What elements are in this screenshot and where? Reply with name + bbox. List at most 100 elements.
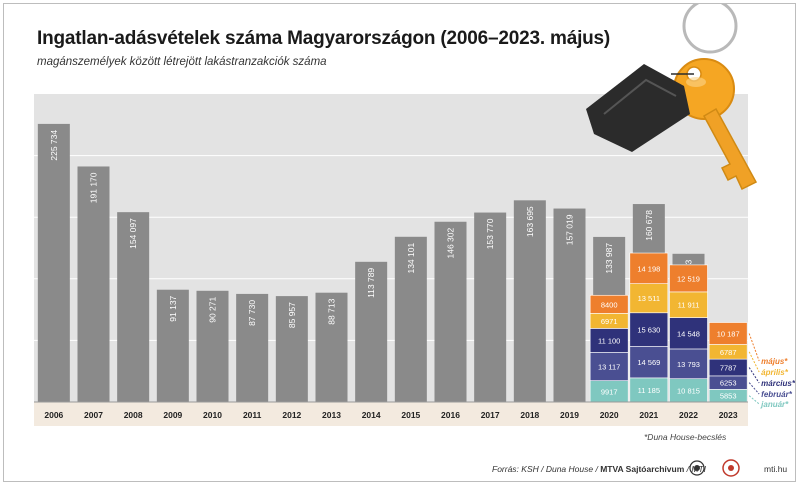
footnote: *Duna House-becslés bbox=[644, 432, 727, 442]
legend-label-february: február* bbox=[761, 390, 793, 399]
stack-label-2022-april: 11 911 bbox=[678, 301, 700, 310]
x-axis-band bbox=[34, 402, 748, 426]
legend-leader-january bbox=[748, 395, 760, 405]
bar-2013 bbox=[315, 292, 348, 402]
bar-2012 bbox=[275, 296, 308, 402]
bar-2018 bbox=[513, 200, 546, 402]
stack-label-2021-january: 11 185 bbox=[638, 386, 660, 395]
x-tick-2009: 2009 bbox=[163, 410, 182, 420]
x-tick-labels: 2006 2007 2008 2009 2010 2011 2012 2013 2014 2015… bbox=[44, 410, 738, 420]
stack-2021-january bbox=[629, 377, 669, 403]
legend-leader-february bbox=[748, 382, 760, 395]
stack-label-2023-april: 6787 bbox=[720, 348, 737, 357]
annual-bars: 225 734 191 170 154 097 91 137 90 271 87 730 8… bbox=[37, 123, 705, 402]
legend-label-january: január* bbox=[760, 400, 789, 409]
x-tick-2020: 2020 bbox=[600, 410, 619, 420]
x-tick-2006: 2006 bbox=[44, 410, 63, 420]
bar-2014 bbox=[355, 261, 388, 402]
bar-2010 bbox=[196, 290, 229, 402]
x-tick-2017: 2017 bbox=[481, 410, 500, 420]
bar-label-2013: 88 713 bbox=[327, 298, 337, 324]
stack-2022-april bbox=[669, 291, 708, 318]
stack-label-2021-may: 14 198 bbox=[637, 264, 660, 273]
source-line: Forrás: KSH / Duna House / MTVA Sajtóarc… bbox=[492, 464, 706, 474]
x-tick-2007: 2007 bbox=[84, 410, 103, 420]
site-link[interactable]: mti.hu bbox=[764, 464, 788, 474]
x-tick-2021: 2021 bbox=[639, 410, 658, 420]
legend: május* április* március* február*január* bbox=[748, 333, 795, 409]
stack-label-2022-march: 14 548 bbox=[677, 329, 700, 338]
x-tick-2018: 2018 bbox=[520, 410, 539, 420]
bar-label-2008: 154 097 bbox=[128, 218, 138, 249]
bar-2007 bbox=[77, 166, 110, 402]
x-tick-2012: 2012 bbox=[282, 410, 301, 420]
bar-label-2019: 157 019 bbox=[565, 214, 575, 245]
bar-2017 bbox=[474, 212, 507, 402]
bar-label-2020: 133 987 bbox=[604, 243, 614, 274]
legend-leader-march bbox=[748, 367, 760, 384]
stack-label-2022-january: 10 815 bbox=[677, 386, 700, 395]
legend-leader-may bbox=[748, 333, 760, 362]
stack-label-2023-may: 10 187 bbox=[717, 329, 740, 338]
bar-label-2016: 146 302 bbox=[446, 227, 456, 258]
legend-label-april: április* bbox=[761, 368, 789, 377]
bar-2008 bbox=[117, 212, 150, 402]
bar-2015 bbox=[394, 236, 427, 402]
x-tick-2008: 2008 bbox=[124, 410, 143, 420]
chart-canvas: 225 734 191 170 154 097 91 137 90 271 87 730 8… bbox=[34, 4, 795, 477]
x-tick-2013: 2013 bbox=[322, 410, 341, 420]
stack-label-2020-may: 8400 bbox=[601, 300, 618, 309]
chart-subtitle: magánszemélyek között létrejött lakástra… bbox=[37, 56, 327, 68]
bar-2011 bbox=[236, 293, 269, 402]
bar-label-2021: 160 678 bbox=[644, 210, 654, 241]
mtva-logo-icon bbox=[689, 460, 705, 476]
stack-label-2021-march: 15 630 bbox=[637, 326, 660, 335]
bar-label-2012: 85 957 bbox=[287, 302, 297, 328]
stack-label-2023-march: 7787 bbox=[720, 364, 737, 373]
source-archive: MTVA Sajtóarchívum bbox=[600, 464, 685, 474]
stack-2022-february bbox=[669, 348, 708, 379]
stack-label-2020-march: 11 100 bbox=[598, 336, 620, 345]
x-tick-2022: 2022 bbox=[679, 410, 698, 420]
stack-2021-may bbox=[629, 252, 669, 284]
stack-label-2022-may: 12 519 bbox=[677, 274, 700, 283]
stack-label-2020-february: 13 117 bbox=[598, 362, 620, 371]
bar-label-2007: 191 170 bbox=[89, 172, 99, 203]
stack-label-2020-april: 6971 bbox=[601, 317, 618, 326]
stack-label-2023-february: 6253 bbox=[720, 379, 737, 388]
bar-label-2006: 225 734 bbox=[49, 130, 59, 161]
bar-label-2011: 87 730 bbox=[247, 300, 257, 326]
x-tick-2014: 2014 bbox=[362, 410, 381, 420]
stack-label-2021-february: 14 569 bbox=[637, 358, 660, 367]
stack-2022-may bbox=[669, 264, 708, 293]
bar-2019 bbox=[553, 208, 586, 402]
bar-label-2017: 153 770 bbox=[485, 218, 495, 249]
legend-leader-april bbox=[748, 351, 760, 373]
chart-title: Ingatlan-adásvételek száma Magyarországo… bbox=[37, 28, 611, 49]
mti-logo-icon bbox=[722, 459, 740, 477]
x-tick-2016: 2016 bbox=[441, 410, 460, 420]
bar-2009 bbox=[156, 289, 189, 402]
stack-label-2022-february: 13 793 bbox=[677, 360, 700, 369]
bar-2016 bbox=[434, 221, 467, 402]
x-tick-2023: 2023 bbox=[719, 410, 738, 420]
gridlines bbox=[34, 155, 748, 341]
bar-label-2018: 163 695 bbox=[525, 206, 535, 237]
infographic-frame: 225 734 191 170 154 097 91 137 90 271 87 730 8… bbox=[3, 3, 796, 482]
stack-2022-march bbox=[669, 317, 708, 350]
stack-2021-february bbox=[629, 346, 669, 379]
bar-label-2010: 90 271 bbox=[208, 297, 218, 323]
legend-label-may: május* bbox=[761, 357, 788, 366]
bar-2006 bbox=[37, 123, 70, 402]
bar-label-2009: 91 137 bbox=[168, 295, 178, 321]
stack-2020-may bbox=[589, 294, 629, 314]
x-tick-2011: 2011 bbox=[243, 410, 262, 420]
stack-label-2021-april: 13 511 bbox=[638, 294, 660, 303]
x-tick-2010: 2010 bbox=[203, 410, 222, 420]
stack-2021-april bbox=[629, 283, 669, 314]
stack-label-2023-january: 5853 bbox=[720, 392, 737, 401]
source-text: Forrás: KSH / Duna House / bbox=[492, 464, 601, 474]
bar-label-2015: 134 101 bbox=[406, 243, 416, 274]
monthly-stacks: 9917 13 117 11 100 6971 8400 11 185 14 569 15 6… bbox=[589, 252, 748, 403]
x-tick-2015: 2015 bbox=[401, 410, 420, 420]
